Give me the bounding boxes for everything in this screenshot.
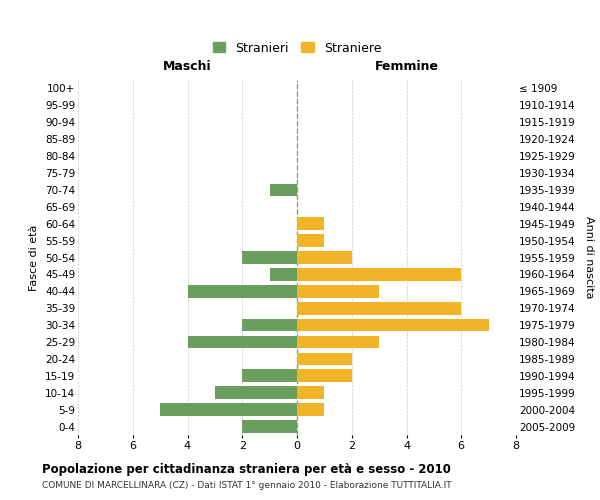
Y-axis label: Fasce di età: Fasce di età [29,224,40,290]
Bar [187,336,297,348]
Bar [297,370,352,382]
Bar [297,234,325,247]
Bar [297,336,379,348]
Text: Femmine: Femmine [374,60,439,73]
Bar [215,386,297,399]
Bar [160,404,297,416]
Bar [297,251,352,264]
Bar [242,420,297,433]
Bar [242,251,297,264]
Text: COMUNE DI MARCELLINARA (CZ) - Dati ISTAT 1° gennaio 2010 - Elaborazione TUTTITAL: COMUNE DI MARCELLINARA (CZ) - Dati ISTAT… [42,481,452,490]
Bar [297,302,461,314]
Bar [297,404,325,416]
Bar [297,319,488,332]
Bar [269,184,297,196]
Y-axis label: Anni di nascita: Anni di nascita [584,216,594,298]
Text: Maschi: Maschi [163,60,212,73]
Bar [297,352,352,366]
Bar [242,370,297,382]
Bar [297,268,461,280]
Legend: Stranieri, Straniere: Stranieri, Straniere [208,36,386,60]
Text: Popolazione per cittadinanza straniera per età e sesso - 2010: Popolazione per cittadinanza straniera p… [42,462,451,475]
Bar [297,218,325,230]
Bar [187,285,297,298]
Bar [297,285,379,298]
Bar [269,268,297,280]
Bar [297,386,325,399]
Bar [242,319,297,332]
